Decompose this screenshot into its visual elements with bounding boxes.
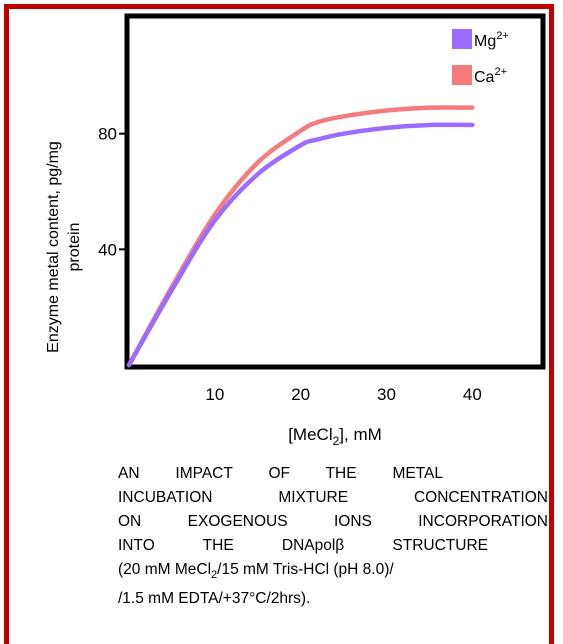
caption-line-1: AN IMPACT OF THE METAL [118, 465, 443, 482]
y-tick-label: 80 [98, 125, 117, 144]
legend-swatch-mg [452, 29, 472, 49]
x-tick-label: 30 [377, 385, 396, 404]
series-line-mg [126, 122, 475, 368]
series-curves [126, 105, 475, 368]
caption-line-6: /1.5 mM EDTA/+37°C/2hrs). [118, 590, 311, 608]
figure-caption: AN IMPACT OF THE METAL INCUBATION MIXTUR… [118, 462, 558, 611]
x-axis-ticks: 10 20 30 40 [205, 385, 481, 404]
caption-line-2: INCUBATION MIXTURE CONCENTRATION [118, 489, 548, 506]
x-axis-label: [MeCl2], mM [288, 425, 382, 448]
caption-line-3: ON EXOGENOUS IONS INCORPORATION [118, 513, 548, 530]
y-axis-label: Enzyme metal content, pg/mg protein [45, 141, 83, 353]
legend-swatch-ca [452, 65, 472, 85]
plot-area-border [124, 13, 546, 370]
chart: 40 80 10 20 30 40 Mg2+ Ca2+ [MeCl2], mM [98, 13, 546, 448]
caption-line-4: INTO THE DNApolβ STRUCTURE [118, 537, 488, 554]
legend-label-ca: Ca2+ [474, 66, 507, 86]
legend: Mg2+ Ca2+ [452, 29, 509, 86]
x-tick-label: 40 [463, 385, 482, 404]
x-tick-label: 20 [291, 385, 310, 404]
y-axis-ticks: 40 80 [98, 125, 129, 259]
legend-label-mg: Mg2+ [474, 30, 509, 50]
caption-line-5: (20 mM MeCl2/15 mM Tris-HCl (pH 8.0)/ [118, 561, 394, 582]
y-tick-label: 40 [98, 240, 117, 259]
slide-frame [4, 4, 554, 644]
x-tick-label: 10 [205, 385, 224, 404]
